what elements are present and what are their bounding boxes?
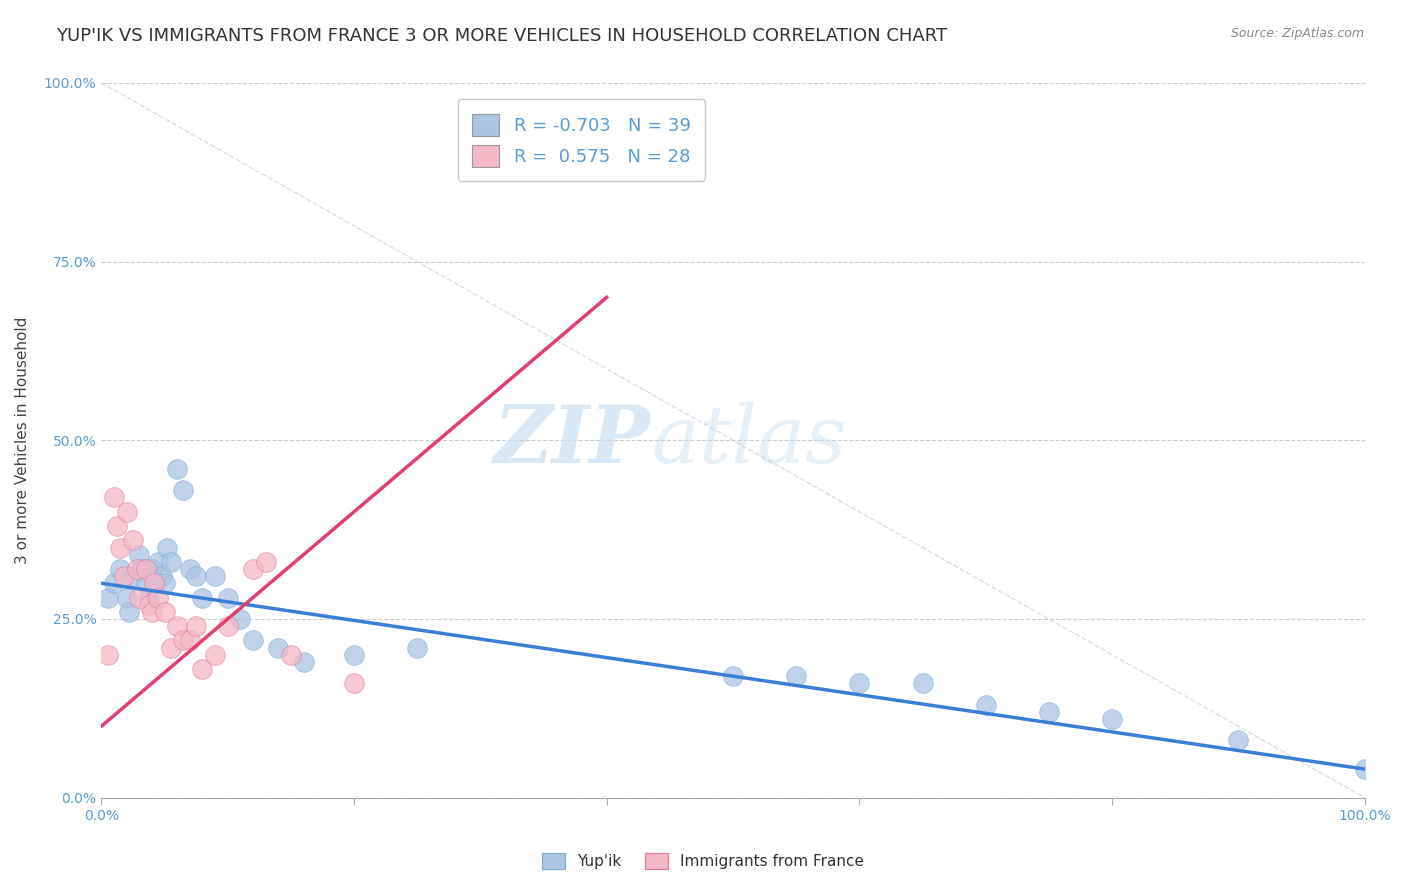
Point — [156, 541, 179, 555]
Point — [343, 648, 366, 662]
Text: ZIP: ZIP — [494, 401, 651, 479]
Point — [242, 633, 264, 648]
Point — [974, 698, 997, 712]
Point — [103, 576, 125, 591]
Point — [160, 555, 183, 569]
Point — [242, 562, 264, 576]
Point — [148, 591, 170, 605]
Point — [153, 605, 176, 619]
Point — [204, 569, 226, 583]
Point — [191, 662, 214, 676]
Point — [229, 612, 252, 626]
Point — [166, 619, 188, 633]
Point — [105, 519, 128, 533]
Point — [110, 562, 132, 576]
Point — [150, 569, 173, 583]
Point — [191, 591, 214, 605]
Point — [141, 562, 163, 576]
Point — [118, 605, 141, 619]
Point — [1101, 712, 1123, 726]
Point — [179, 633, 201, 648]
Point — [173, 483, 195, 498]
Point — [135, 562, 157, 576]
Point — [173, 633, 195, 648]
Point — [143, 576, 166, 591]
Point — [125, 562, 148, 576]
Point — [1354, 762, 1376, 776]
Point — [254, 555, 277, 569]
Point — [785, 669, 807, 683]
Point — [280, 648, 302, 662]
Point — [141, 605, 163, 619]
Legend: R = -0.703   N = 39, R =  0.575   N = 28: R = -0.703 N = 39, R = 0.575 N = 28 — [458, 99, 706, 181]
Text: YUP'IK VS IMMIGRANTS FROM FRANCE 3 OR MORE VEHICLES IN HOUSEHOLD CORRELATION CHA: YUP'IK VS IMMIGRANTS FROM FRANCE 3 OR MO… — [56, 27, 948, 45]
Point — [138, 591, 160, 605]
Point — [110, 541, 132, 555]
Point — [217, 591, 239, 605]
Point — [267, 640, 290, 655]
Point — [160, 640, 183, 655]
Point — [115, 591, 138, 605]
Point — [1038, 705, 1060, 719]
Point — [148, 555, 170, 569]
Point — [217, 619, 239, 633]
Point — [138, 598, 160, 612]
Point — [122, 569, 145, 583]
Point — [204, 648, 226, 662]
Point — [103, 491, 125, 505]
Point — [112, 569, 135, 583]
Point — [911, 676, 934, 690]
Text: atlas: atlas — [651, 401, 846, 479]
Point — [184, 569, 207, 583]
Point — [292, 655, 315, 669]
Point — [128, 548, 150, 562]
Point — [122, 533, 145, 548]
Point — [128, 591, 150, 605]
Point — [135, 576, 157, 591]
Point — [721, 669, 744, 683]
Point — [143, 576, 166, 591]
Point — [1227, 733, 1250, 747]
Point — [343, 676, 366, 690]
Text: Source: ZipAtlas.com: Source: ZipAtlas.com — [1230, 27, 1364, 40]
Point — [115, 505, 138, 519]
Point — [166, 462, 188, 476]
Point — [97, 648, 120, 662]
Legend: Yup'ik, Immigrants from France: Yup'ik, Immigrants from France — [536, 847, 870, 875]
Point — [97, 591, 120, 605]
Y-axis label: 3 or more Vehicles in Household: 3 or more Vehicles in Household — [15, 317, 30, 564]
Point — [184, 619, 207, 633]
Point — [848, 676, 870, 690]
Point — [131, 562, 153, 576]
Point — [406, 640, 429, 655]
Point — [179, 562, 201, 576]
Point — [153, 576, 176, 591]
Point — [571, 147, 593, 161]
